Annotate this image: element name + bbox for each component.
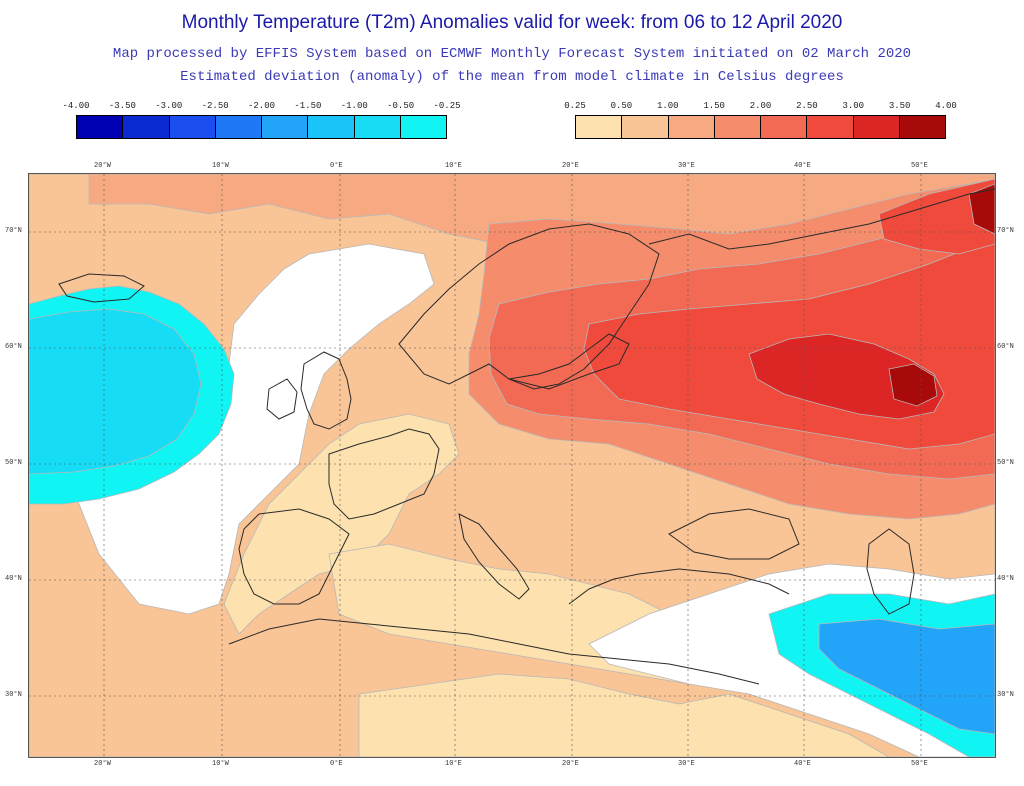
coastline-north-africa [228,618,760,685]
legend_negative-swatch [169,116,216,138]
map-title: Monthly Temperature (T2m) Anomalies vali… [181,12,843,33]
legend-positive-ticks: 0.25 0.50 1.00 1.50 2.00 2.50 3.00 3.50 4.00 [564,101,957,115]
coastline-iberia [238,508,350,605]
coastline-scandinavia [398,223,660,390]
coastlines [58,188,995,685]
legend_positive-tick: 2.50 [796,101,818,111]
anomaly-area-pale-south [358,673,890,757]
latitude-label-right: 30°N [997,691,1014,699]
legend_positive-tick: 4.00 [935,101,957,111]
coastline-france [328,428,440,520]
longitude-label-bottom: 0°E [330,760,343,768]
anomaly-area-extreme-hot-russia [888,363,938,407]
legend_positive-swatch [853,116,900,138]
longitude-label-bottom: 10°W [212,760,229,768]
longitude-label-bottom: 40°E [794,760,811,768]
legend_negative-tick: -2.00 [247,101,276,111]
latitude-label-right: 70°N [997,227,1014,235]
legend_positive-swatch [714,116,761,138]
legend_positive-swatch [668,116,715,138]
legend_negative-swatch [354,116,401,138]
legend-negative-colorbar [76,115,447,139]
latitude-label-left: 40°N [5,575,22,583]
coastline-caspian [866,528,915,615]
coastline-greece-turkey [568,568,790,605]
longitude-label-bottom: 10°E [445,760,462,768]
anomaly-map [28,173,996,758]
legend_positive-tick: 3.00 [842,101,865,111]
coastline-arctic-russia [648,188,995,250]
legend_negative-swatch [400,116,446,138]
longitude-label-top: 10°W [212,162,229,170]
legend_negative-swatch [123,116,170,138]
legend_negative-swatch [77,116,124,138]
map-subtitle-processing: Map processed by EFFIS System based on E… [112,46,912,62]
coastline-baltic [508,333,630,390]
legend_negative-tick: -4.00 [62,101,90,111]
longitude-label-top: 10°E [445,162,462,170]
legend-negative-ticks: -4.00 -3.50 -3.00 -2.50 -2.00 -1.50 -1.00 -0.50… [62,101,460,115]
coastline-black-sea [668,508,800,560]
legend_positive-swatch [622,116,669,138]
coastline-britain [300,351,352,430]
longitude-label-top: 50°E [911,162,928,170]
latitude-label-right: 40°N [997,575,1014,583]
latitude-label-left: 70°N [5,227,22,235]
anomaly-fields [29,174,995,757]
coastline-iceland [58,273,145,303]
anomaly-area-hot-arctic [878,178,995,255]
map-subtitle-units: Estimated deviation (anomaly) of the mea… [180,69,844,85]
legend_negative-tick: -1.50 [294,101,322,111]
legend_positive-tick: 3.50 [888,101,911,111]
coastline-ireland [266,378,298,420]
latitude-label-right: 50°N [997,459,1014,467]
legend_positive-tick: 1.00 [656,101,679,111]
legend_positive-swatch [761,116,808,138]
legend_positive-tick: 1.50 [703,101,725,111]
legend_negative-swatch [262,116,309,138]
anomaly-area-cold-middle-east-core [818,618,995,735]
legend_negative-swatch [215,116,262,138]
longitude-label-bottom: 20°E [562,760,579,768]
legend_negative-tick: -2.50 [201,101,229,111]
longitude-label-top: 30°E [678,162,695,170]
longitude-label-top: 0°E [330,162,343,170]
longitude-label-bottom: 20°W [94,760,111,768]
legend_negative-tick: -3.00 [155,101,183,111]
coastline-italy [458,513,530,600]
anomaly-area-cold-atlantic-core [29,308,202,475]
legend_positive-swatch [576,116,623,138]
anomaly-area-extreme-hot-arctic [968,183,995,235]
graticule [29,174,995,757]
legend_negative-tick: -0.50 [387,101,415,111]
latitude-label-left: 50°N [5,459,22,467]
legend_positive-swatch [807,116,854,138]
legend_negative-tick: -1.00 [340,101,368,111]
latitude-label-left: 30°N [5,691,22,699]
longitude-label-top: 20°E [562,162,579,170]
longitude-label-top: 40°E [794,162,811,170]
legend_positive-swatch [899,116,945,138]
longitude-label-bottom: 50°E [911,760,928,768]
legend_negative-tick: -0.25 [433,101,461,111]
legend_negative-swatch [308,116,355,138]
legend-positive-colorbar [575,115,946,139]
legend-positive-anomalies: 0.25 0.50 1.00 1.50 2.00 2.50 3.00 3.50 4.00 [564,101,957,139]
anomaly-map-canvas [29,174,995,757]
latitude-label-right: 60°N [997,343,1014,351]
legend_positive-tick: 0.25 [564,101,586,111]
longitude-label-bottom: 30°E [678,760,695,768]
legend_negative-tick: -3.50 [108,101,136,111]
legend_positive-tick: 0.50 [610,101,633,111]
legend-negative-anomalies: -4.00 -3.50 -3.00 -2.50 -2.00 -1.50 -1.00 -0.50… [62,101,461,139]
legend_positive-tick: 2.00 [749,101,772,111]
longitude-label-top: 20°W [94,162,111,170]
latitude-label-left: 60°N [5,343,22,351]
